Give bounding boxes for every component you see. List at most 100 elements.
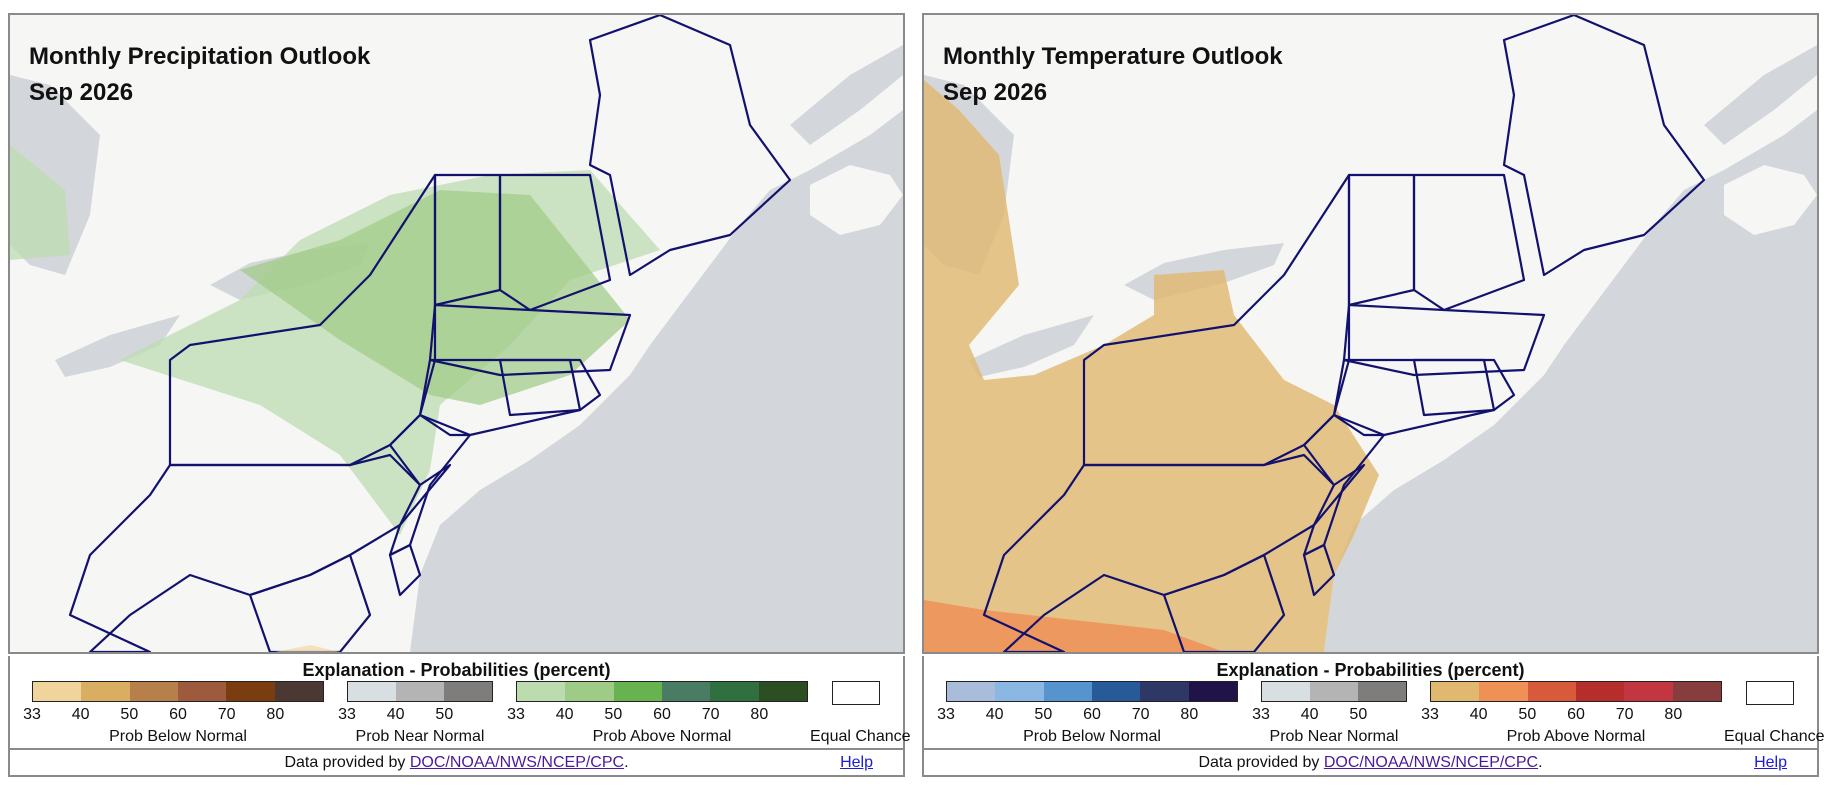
tick-label: 80 — [1664, 706, 1683, 723]
legend: Explanation - Probabilities (percent) 33… — [922, 656, 1825, 750]
above-normal-ticks: 33 40 50 60 70 80 — [1421, 706, 1722, 724]
tick-label: 50 — [435, 706, 454, 723]
swatch — [947, 682, 996, 701]
above-normal-colorbar — [516, 681, 808, 702]
swatch — [274, 682, 323, 701]
footer: Data provided by DOC/NOAA/NWS/NCEP/CPC. … — [8, 750, 905, 777]
tick-label: 40 — [71, 706, 90, 723]
near-normal-ticks: 33 40 50 — [338, 706, 493, 724]
temperature-map-canvas — [924, 15, 1817, 652]
swatch — [226, 682, 275, 701]
tick-label: 33 — [338, 706, 356, 723]
swatch — [1043, 682, 1092, 701]
tick-label: 80 — [750, 706, 769, 723]
near-normal-ticks: 33 40 50 — [1252, 706, 1407, 724]
swatch — [1479, 682, 1528, 701]
tick-label: 33 — [23, 706, 41, 723]
tick-label: 60 — [1567, 706, 1585, 723]
tick-label: 40 — [386, 706, 405, 723]
tick-label: 60 — [169, 706, 187, 723]
tick-label: 40 — [985, 706, 1004, 723]
above-normal-label: Prob Above Normal — [592, 728, 732, 745]
swatch — [710, 682, 759, 701]
tick-label: 80 — [266, 706, 285, 723]
legend-heading: Explanation - Probabilities (percent) — [302, 660, 611, 680]
near-normal-colorbar — [1261, 681, 1407, 702]
help-link[interactable]: Help — [840, 754, 873, 771]
swatch — [1672, 682, 1721, 701]
credit-suffix: . — [624, 754, 629, 771]
credit-prefix: Data provided by — [1198, 754, 1324, 771]
swatch — [1358, 682, 1406, 701]
tick-label: 50 — [120, 706, 139, 723]
swatch — [1091, 682, 1141, 701]
tick-label: 50 — [604, 706, 623, 723]
precipitation-map[interactable]: Monthly Precipitation Outlook Sep 2026 — [8, 13, 905, 654]
swatch — [1575, 682, 1625, 701]
swatch — [995, 682, 1044, 701]
credit-suffix: . — [1538, 754, 1543, 771]
precip-below-strip — [275, 645, 340, 652]
help-link[interactable]: Help — [1754, 754, 1787, 771]
map-title: Monthly Precipitation Outlook — [29, 43, 371, 70]
map-title: Monthly Temperature Outlook — [943, 43, 1283, 70]
near-normal-label: Prob Near Normal — [1269, 728, 1399, 745]
map-title-block: Monthly Temperature Outlook Sep 2026 — [943, 39, 1283, 111]
data-credit: Data provided by DOC/NOAA/NWS/NCEP/CPC. — [10, 754, 903, 772]
credit-prefix: Data provided by — [284, 754, 410, 771]
swatch — [1431, 682, 1480, 701]
swatch — [1188, 682, 1237, 701]
swatch — [613, 682, 662, 701]
tick-label: 40 — [1300, 706, 1319, 723]
tick-label: 33 — [1421, 706, 1439, 723]
tick-label: 60 — [1083, 706, 1101, 723]
tick-label: 60 — [653, 706, 671, 723]
below-normal-colorbar — [946, 681, 1238, 702]
temp-above-40-zone — [924, 600, 1224, 652]
tick-label: 50 — [1349, 706, 1368, 723]
saint-lawrence — [1704, 45, 1817, 145]
temp-above-33-zone — [924, 80, 1379, 652]
swatch — [661, 682, 711, 701]
cpc-link[interactable]: DOC/NOAA/NWS/NCEP/CPC — [1323, 754, 1539, 771]
equal-chance-label: Equal Chance — [1724, 728, 1825, 745]
map-subtitle: Sep 2026 — [29, 79, 134, 106]
swatch — [129, 682, 178, 701]
equal-chance-swatch — [1746, 681, 1794, 705]
below-normal-label: Prob Below Normal — [109, 728, 247, 745]
footer: Data provided by DOC/NOAA/NWS/NCEP/CPC. … — [922, 750, 1819, 777]
legend-heading: Explanation - Probabilities (percent) — [1216, 660, 1525, 680]
swatch — [517, 682, 566, 701]
legend: Explanation - Probabilities (percent) 33… — [8, 656, 911, 750]
cpc-link[interactable]: DOC/NOAA/NWS/NCEP/CPC — [409, 754, 625, 771]
tick-label: 33 — [507, 706, 525, 723]
lake-erie — [969, 315, 1094, 377]
above-normal-ticks: 33 40 50 60 70 80 — [507, 706, 808, 724]
swatch — [1624, 682, 1673, 701]
data-credit: Data provided by DOC/NOAA/NWS/NCEP/CPC. — [924, 754, 1817, 772]
swatch — [1527, 682, 1576, 701]
swatch — [758, 682, 807, 701]
near-normal-label: Prob Near Normal — [355, 728, 485, 745]
lake-erie — [55, 315, 180, 377]
tick-label: 50 — [1034, 706, 1053, 723]
map-title-block: Monthly Precipitation Outlook Sep 2026 — [29, 39, 370, 111]
precip-above-33-zone — [10, 105, 70, 260]
gulf-st-lawrence-land — [1724, 165, 1817, 235]
temperature-map[interactable]: Monthly Temperature Outlook Sep 2026 — [922, 13, 1819, 654]
tick-label: 33 — [937, 706, 955, 723]
below-normal-ticks: 33 40 50 60 70 80 — [937, 706, 1238, 724]
tick-label: 80 — [1180, 706, 1199, 723]
swatch — [177, 682, 227, 701]
tick-label: 70 — [701, 706, 720, 723]
below-normal-ticks: 33 40 50 60 70 80 — [23, 706, 324, 724]
swatch — [444, 682, 492, 701]
tick-label: 50 — [1518, 706, 1537, 723]
equal-chance-swatch — [832, 681, 880, 705]
tick-label: 33 — [1252, 706, 1270, 723]
above-normal-colorbar — [1430, 681, 1722, 702]
above-normal-label: Prob Above Normal — [1506, 728, 1646, 745]
precipitation-map-canvas — [10, 15, 903, 652]
tick-label: 70 — [217, 706, 236, 723]
temperature-panel: Monthly Temperature Outlook Sep 2026 Exp… — [922, 13, 1825, 777]
